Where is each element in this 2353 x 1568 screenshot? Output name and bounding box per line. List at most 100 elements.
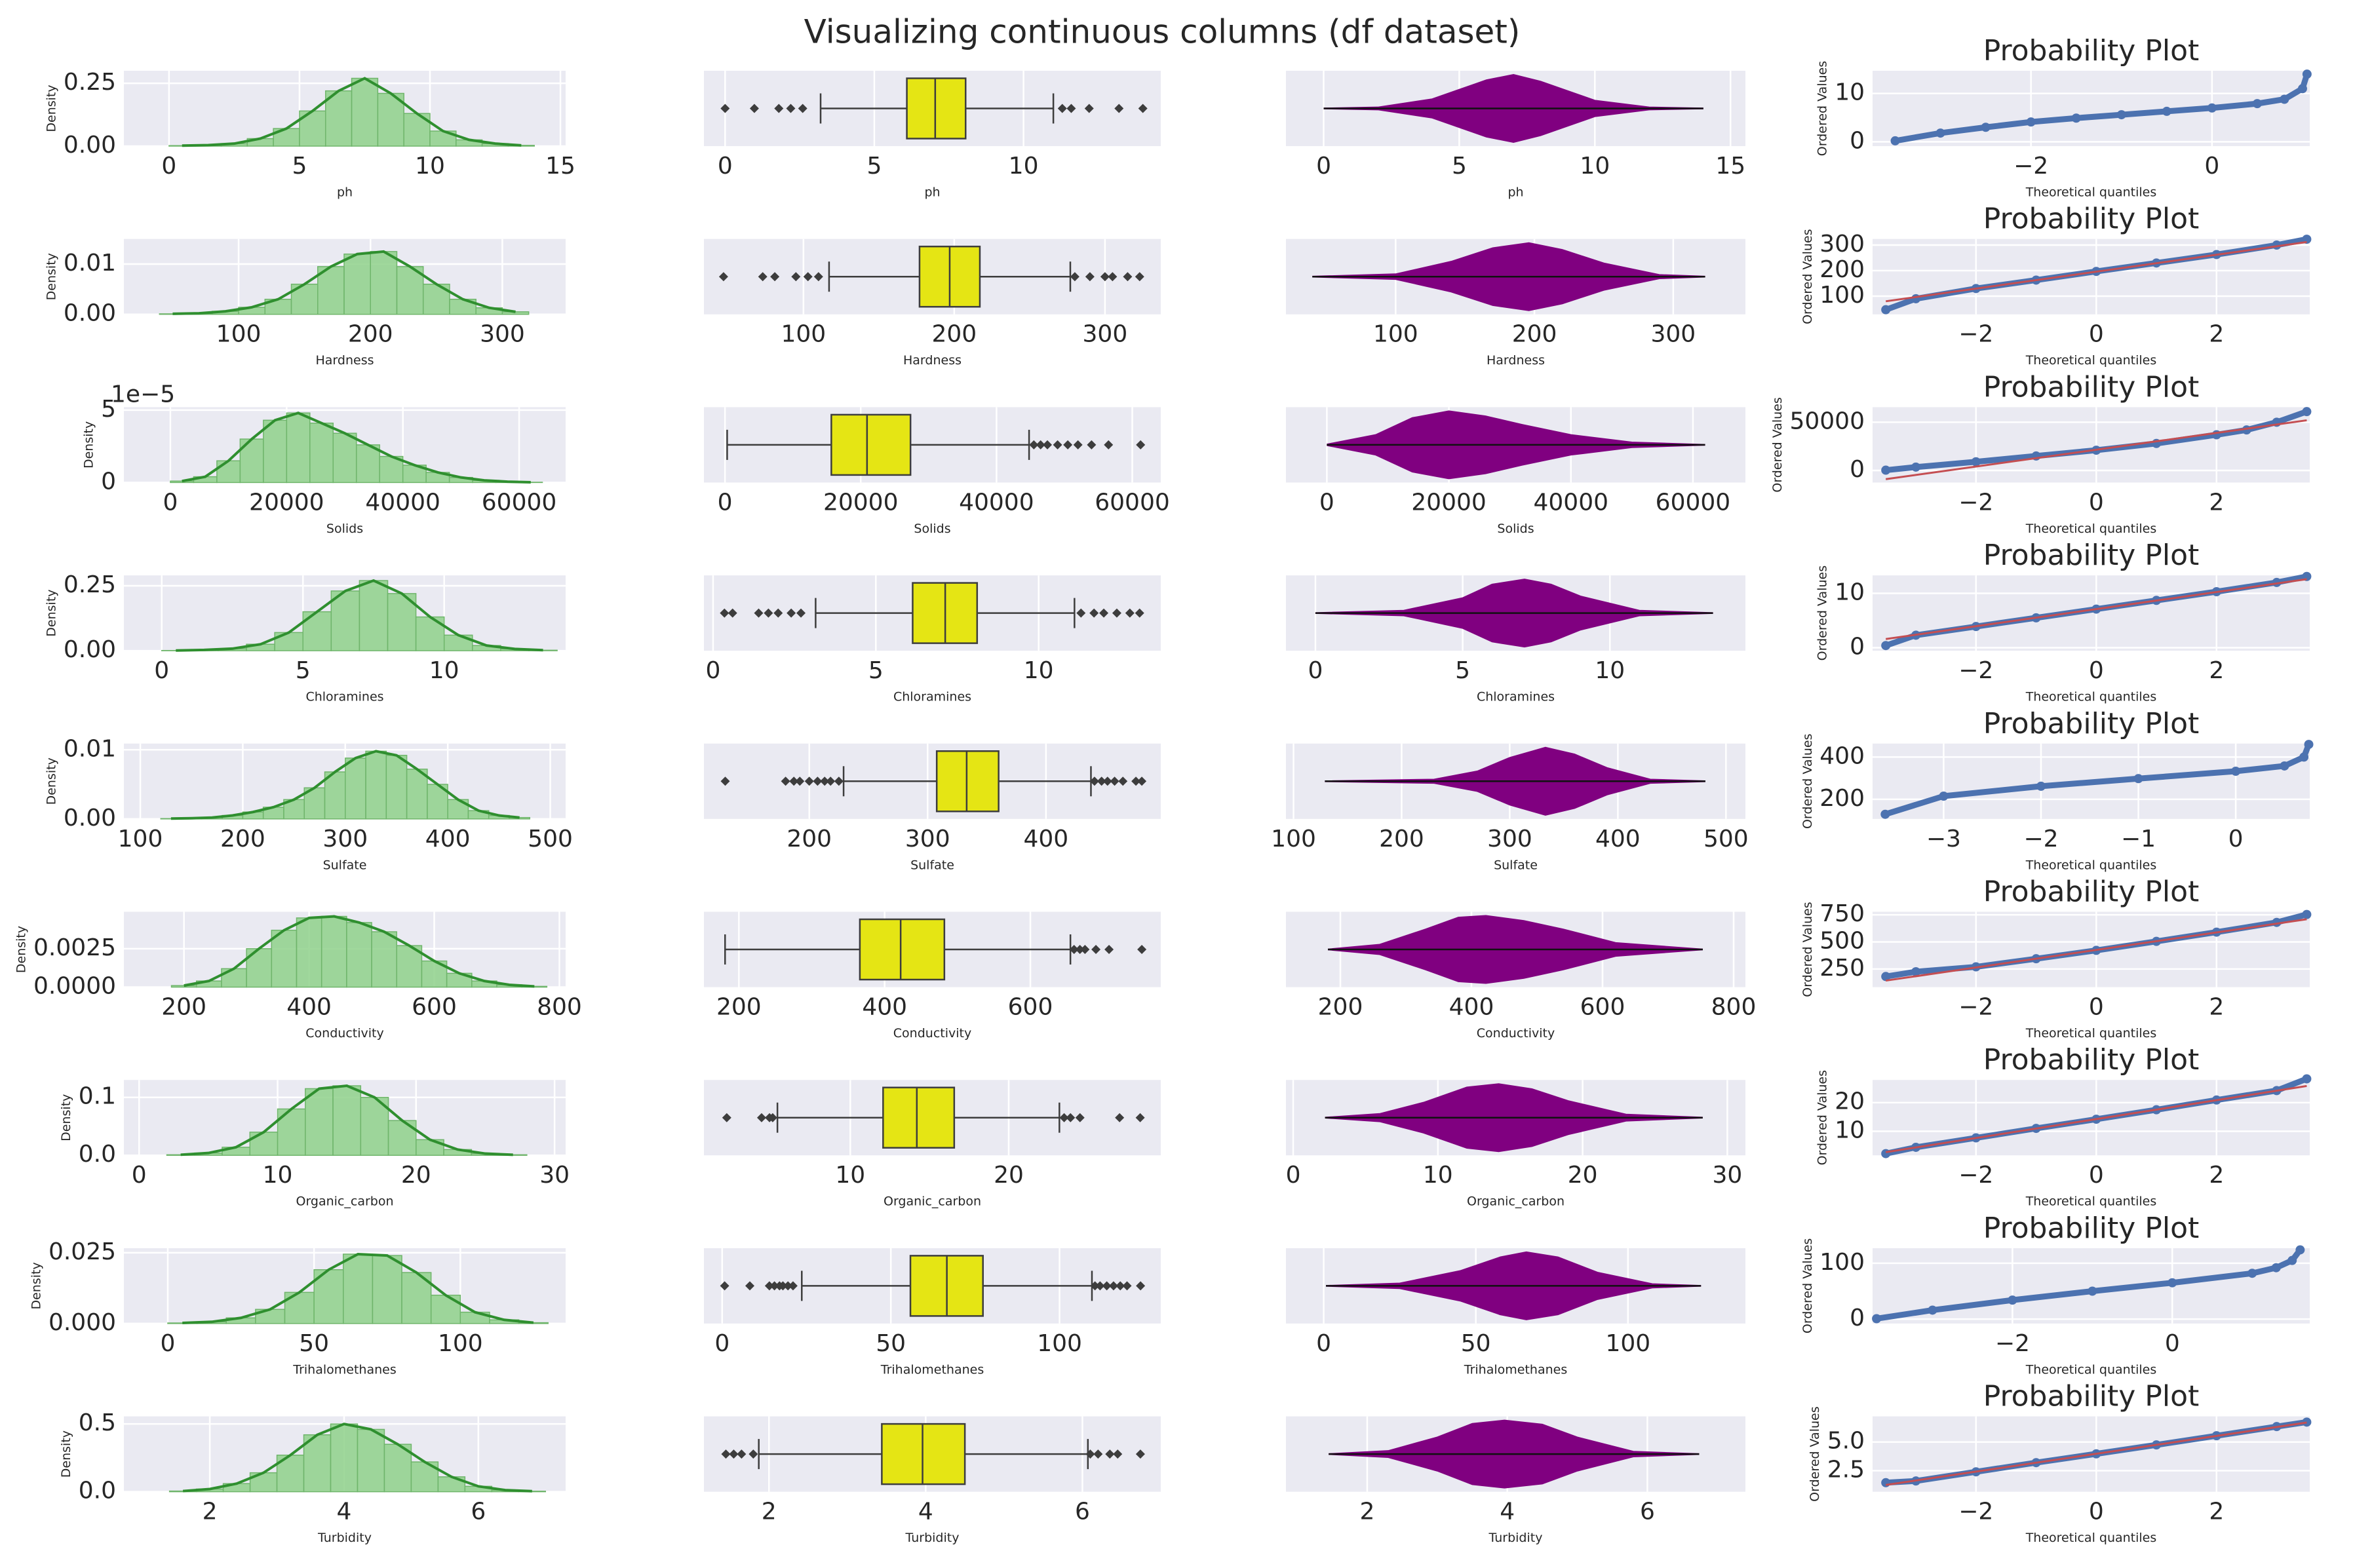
outlier <box>796 608 806 618</box>
x-tick-label: 10 <box>835 1162 865 1189</box>
violin-body <box>1325 1117 1703 1153</box>
qq-point <box>2302 407 2312 417</box>
outlier <box>1112 608 1121 618</box>
y-tick-label: 0.00 <box>64 132 116 159</box>
x-tick-label: 40000 <box>959 489 1034 516</box>
outlier <box>1089 776 1099 786</box>
outlier <box>1073 440 1083 449</box>
x-tick-label: 200 <box>716 994 762 1021</box>
x-tick-label: 10 <box>1423 1162 1453 1189</box>
histogram-bar <box>355 444 380 484</box>
x-tick-label: 0 <box>1316 153 1331 180</box>
x-tick-label: 400 <box>286 994 332 1021</box>
outlier <box>718 272 728 282</box>
qq-point <box>2302 69 2312 79</box>
y-tick-label: 0.00 <box>64 805 116 832</box>
y-tick-label: 0.0 <box>79 1141 116 1168</box>
x-tick-label: 200 <box>348 321 393 348</box>
y-axis-label: Ordered Values <box>1800 1238 1815 1333</box>
qq-point <box>2168 1278 2177 1288</box>
histogram-bar <box>170 985 197 988</box>
x-tick-label: −2 <box>1958 489 1993 516</box>
kde-line <box>176 579 543 652</box>
qq-point <box>2116 110 2126 120</box>
histogram-bar <box>385 754 408 820</box>
x-tick-label: 5 <box>868 657 884 684</box>
x-tick-label: 2 <box>2209 321 2224 348</box>
x-axis-label: Chloramines <box>305 690 383 704</box>
outlier <box>1091 945 1101 954</box>
qq-point <box>2297 84 2307 94</box>
histogram-bar <box>303 1434 332 1493</box>
x-tick-label: 60000 <box>1656 489 1731 516</box>
histogram-bar <box>346 922 372 988</box>
subplot-title: Probability Plot <box>1983 202 2200 236</box>
x-tick-label: 0 <box>1308 657 1323 684</box>
qq-point <box>1881 641 1891 651</box>
x-tick-label: 5 <box>866 153 882 180</box>
histogram-bar <box>383 1444 412 1493</box>
x-tick-label: 10 <box>1024 657 1054 684</box>
x-tick-label: 2 <box>2209 994 2224 1021</box>
x-axis-label: Sulfate <box>910 858 954 872</box>
outlier <box>737 1449 747 1459</box>
qq-point <box>2008 1295 2017 1305</box>
qq-point <box>2295 1245 2305 1255</box>
kde-line <box>170 750 520 820</box>
outlier <box>788 1281 798 1291</box>
x-tick-label: 60000 <box>482 489 557 516</box>
qq-point <box>1890 136 1900 145</box>
x-tick-label: 50 <box>299 1330 329 1357</box>
outlier <box>756 1113 766 1122</box>
outlier <box>1100 272 1110 282</box>
qq-point <box>1935 128 1945 138</box>
qq-point <box>2036 781 2046 791</box>
violin-body <box>1323 73 1703 109</box>
x-tick-label: 15 <box>545 153 575 180</box>
violin-body <box>1315 579 1713 613</box>
outlier <box>1136 1281 1146 1291</box>
outlier <box>774 104 784 113</box>
outlier <box>803 272 813 282</box>
x-tick-label: 40000 <box>1533 489 1608 516</box>
qq-point <box>2162 106 2171 116</box>
fit-line <box>1885 240 2307 303</box>
qq-point <box>2299 752 2309 762</box>
outlier <box>1118 776 1128 786</box>
qq-point <box>2287 1255 2297 1265</box>
outlier <box>1135 272 1144 282</box>
x-tick-label: 100 <box>781 321 826 348</box>
x-axis-label: Organic_carbon <box>884 1195 981 1209</box>
subplot-title: Probability Plot <box>1983 875 2200 909</box>
fit-line <box>1885 1084 2307 1153</box>
x-tick-label: 800 <box>1711 994 1757 1021</box>
x-axis-label: Theoretical quantiles <box>2025 1026 2157 1041</box>
x-tick-label: 200 <box>931 321 977 348</box>
outlier <box>1063 440 1073 449</box>
x-tick-label: 0 <box>163 489 178 516</box>
outlier <box>1084 104 1094 113</box>
outlier <box>1090 1281 1100 1291</box>
x-tick-label: 20 <box>401 1162 431 1189</box>
y-axis-label: Ordered Values <box>1808 1406 1822 1501</box>
outlier <box>826 776 836 786</box>
x-tick-label: 100 <box>1605 1330 1650 1357</box>
x-tick-label: 10 <box>1009 153 1039 180</box>
histogram-bar <box>343 1253 374 1324</box>
x-tick-label: 5 <box>296 657 311 684</box>
outlier <box>773 608 783 618</box>
outlier <box>786 104 796 113</box>
qq-point <box>2231 766 2241 776</box>
outlier <box>1097 776 1106 786</box>
histogram-bar <box>263 419 288 484</box>
x-tick-label: 200 <box>1379 826 1424 852</box>
outlier <box>1136 440 1146 449</box>
x-tick-label: 300 <box>905 826 950 852</box>
y-tick-label: 0.00 <box>64 300 116 327</box>
histogram-bar <box>324 771 346 820</box>
x-axis-label: Conductivity <box>305 1026 383 1041</box>
outlier <box>1095 1281 1105 1291</box>
subplot-title: Probability Plot <box>1983 539 2200 572</box>
x-tick-label: 0 <box>2089 489 2104 516</box>
outlier <box>813 272 823 282</box>
